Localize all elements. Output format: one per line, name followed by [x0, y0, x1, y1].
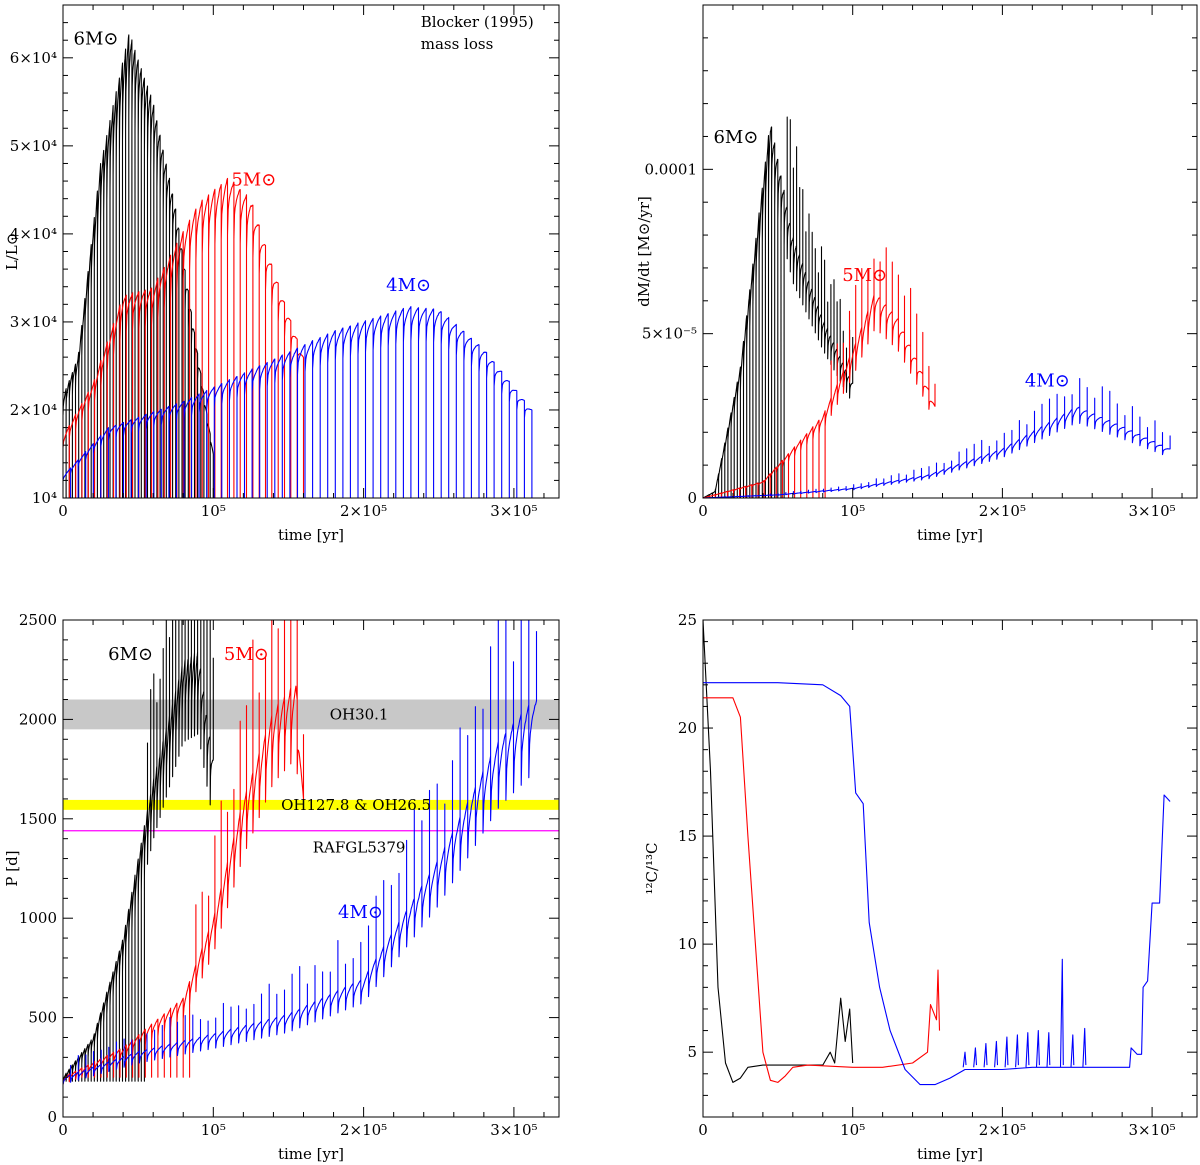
x-tick-label: 3×10⁵ — [490, 502, 537, 520]
x-tick-label: 2×10⁵ — [979, 1121, 1026, 1139]
series-label: 6M⊙ — [108, 644, 153, 665]
x-axis-label: time [yr] — [278, 526, 344, 544]
x-tick-label: 2×10⁵ — [979, 502, 1026, 520]
plot-frame — [62, 4, 560, 499]
y-tick-label: 4×10⁴ — [10, 225, 57, 243]
x-tick-label: 0 — [58, 502, 68, 520]
band-oh30-1 — [63, 699, 559, 730]
y-tick-label: 500 — [28, 1009, 57, 1027]
plot-area — [703, 620, 1171, 1086]
plot-area — [703, 116, 1171, 498]
y-tick-label: 5 — [687, 1043, 697, 1061]
x-tick-label: 10⁵ — [840, 1121, 865, 1139]
y-tick-label: 20 — [678, 719, 697, 737]
series-line-1 — [703, 247, 936, 498]
y-tick-label: 10⁴ — [32, 489, 57, 507]
series-label: 5M⊙ — [224, 644, 269, 665]
y-tick-label: 2×10⁴ — [10, 401, 57, 419]
series-line-1 — [703, 697, 941, 1083]
y-tick-label: 1000 — [19, 909, 57, 927]
series-line-1 — [63, 177, 305, 498]
x-axis-label: time [yr] — [917, 526, 983, 544]
plot-frame — [62, 619, 560, 1118]
y-tick-label: 10 — [678, 935, 697, 953]
plot-frame — [702, 619, 1198, 1118]
panel-period: 0 10⁵ 2×10⁵ 3×10⁵ 0 500 1000 1500 2000 2500 time [… — [3, 611, 560, 1163]
y-tick-label: 0 — [687, 489, 697, 507]
series-label: 4M⊙ — [1025, 370, 1070, 391]
series-label: 4M⊙ — [338, 902, 383, 923]
annotation: mass loss — [421, 35, 494, 53]
y-axis-label: ¹²C/¹³C — [643, 842, 661, 894]
x-axis-label: time [yr] — [278, 1145, 344, 1163]
x-tick-label: 2×10⁵ — [340, 1121, 387, 1139]
series-line-0 — [703, 620, 854, 1083]
y-tick-label: 2000 — [19, 710, 57, 728]
x-tick-label: 0 — [58, 1121, 68, 1139]
series-line-2 — [703, 682, 1171, 1086]
y-tick-label: 15 — [678, 827, 697, 845]
x-axis-label: time [yr] — [917, 1145, 983, 1163]
y-tick-label: 6×10⁴ — [10, 49, 57, 67]
x-tick-label: 3×10⁵ — [1128, 502, 1175, 520]
panel-luminosity: 0 10⁵ 2×10⁵ 3×10⁵ 10⁴ 2×10⁴ 3×10⁴ 4×10⁴ 5×10⁴ 6×1… — [3, 4, 560, 544]
y-tick-label: 25 — [678, 611, 697, 629]
y-tick-label: 2500 — [19, 611, 57, 629]
y-axis-label: P [d] — [3, 850, 21, 886]
series-line-2 — [63, 620, 538, 1085]
series-label: 5M⊙ — [231, 169, 276, 190]
x-tick-label: 3×10⁵ — [490, 1121, 537, 1139]
y-tick-label: 5×10⁻⁵ — [642, 325, 697, 343]
series-line-1 — [63, 620, 305, 1085]
series-line-2 — [63, 306, 533, 498]
series-line-2 — [703, 377, 1171, 498]
plot-frame — [702, 4, 1198, 499]
x-tick-label: 10⁵ — [201, 502, 226, 520]
plot-area — [63, 34, 533, 498]
series-line-0 — [703, 116, 854, 498]
x-tick-label: 2×10⁵ — [340, 502, 387, 520]
y-tick-label: 1500 — [19, 810, 57, 828]
band-oh127-8-oh26-5 — [63, 799, 559, 810]
band-label: OH127.8 & OH26.5 — [281, 796, 431, 814]
y-tick-label: 0 — [47, 1108, 57, 1126]
y-tick-label: 0.0001 — [645, 160, 698, 178]
x-tick-label: 0 — [698, 1121, 708, 1139]
ref-line-label: RAFGL5379 — [313, 839, 406, 857]
series-label: 6M⊙ — [713, 127, 758, 148]
y-axis-label: dM/dt [M⊙/yr] — [635, 196, 653, 307]
x-tick-label: 0 — [698, 502, 708, 520]
x-tick-label: 10⁵ — [201, 1121, 226, 1139]
series-line-0 — [63, 34, 214, 498]
series-label: 6M⊙ — [74, 29, 119, 50]
x-tick-label: 3×10⁵ — [1128, 1121, 1175, 1139]
x-tick-label: 10⁵ — [840, 502, 865, 520]
y-tick-label: 3×10⁴ — [10, 313, 57, 331]
panel-carbon_isotope_ratio: 0 10⁵ 2×10⁵ 3×10⁵ 5 10 15 20 25 time [yr] ¹²C/¹³C — [643, 611, 1198, 1163]
plot-area — [63, 620, 559, 1085]
y-axis-label: L/L⊙ — [3, 233, 21, 271]
series-label: 4M⊙ — [386, 275, 431, 296]
panel-mass_loss_rate: 0 10⁵ 2×10⁵ 3×10⁵ 0 5×10⁻⁵ 0.0001 time [yr] dM/d… — [635, 4, 1198, 544]
series-line-0 — [63, 620, 214, 1085]
annotation: Blocker (1995) — [421, 13, 534, 31]
band-label: OH30.1 — [330, 705, 389, 723]
series-label: 5M⊙ — [842, 265, 887, 286]
y-tick-label: 5×10⁴ — [10, 137, 57, 155]
